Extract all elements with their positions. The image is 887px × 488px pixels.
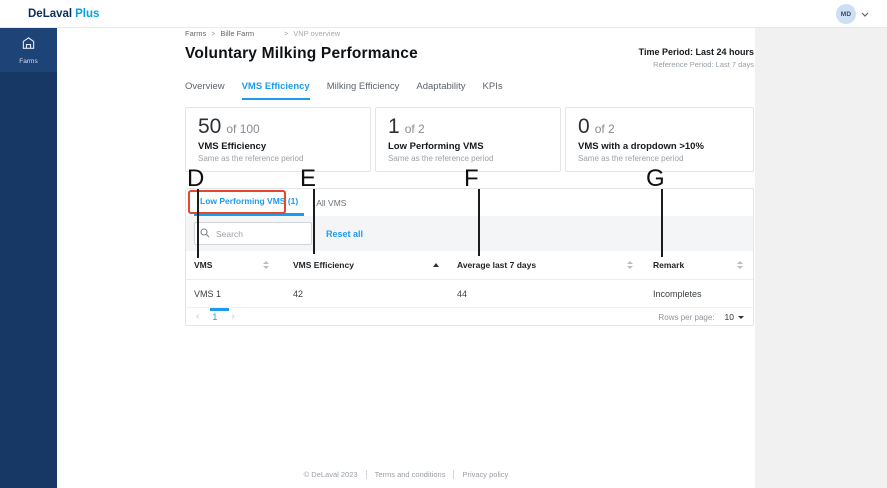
cell-vms: VMS 1 — [194, 288, 222, 299]
tab-vms-efficiency[interactable]: VMS Efficiency — [241, 81, 310, 100]
sort-icon — [737, 261, 743, 269]
stat-value: 0 — [578, 115, 590, 138]
stat-value: 1 — [388, 115, 400, 138]
app-logo[interactable]: DeLaval Plus — [28, 8, 99, 20]
stat-of: of 100 — [226, 122, 260, 136]
rows-per-page-select[interactable]: 10 — [725, 312, 744, 322]
column-header-remark[interactable]: Remark — [653, 260, 745, 270]
stat-card-vms-efficiency: 50 of 100 VMS Efficiency Same as the ref… — [185, 107, 371, 172]
vms-table-card: Low Performing VMS (1) All VMS Reset all… — [185, 188, 754, 326]
terms-link[interactable]: Terms and conditions — [374, 470, 446, 479]
cell-remark: Incompletes — [653, 288, 702, 299]
annotation-line-e — [313, 189, 315, 254]
cell-vms-efficiency: 42 — [293, 288, 304, 299]
stat-card-dropdown: 0 of 2 VMS with a dropdown >10% Same as … — [565, 107, 754, 172]
stat-card-low-performing: 1 of 2 Low Performing VMS Same as the re… — [375, 107, 561, 172]
page-title: Voluntary Milking Performance — [185, 45, 418, 62]
breadcrumb-separator — [211, 29, 215, 38]
annotation-letter-f: F — [464, 165, 479, 192]
reference-period: Reference Period: Last 7 days — [653, 60, 754, 69]
stat-subtitle: Same as the reference period — [198, 154, 304, 163]
cell-average: 44 — [457, 288, 468, 299]
stat-label: Low Performing VMS — [388, 141, 484, 152]
search-box — [194, 222, 312, 245]
sidebar-item-label: Farms — [19, 57, 38, 65]
tab-adaptability[interactable]: Adaptability — [416, 81, 466, 92]
search-input[interactable] — [194, 222, 312, 245]
annotation-letter-g: G — [646, 165, 665, 192]
logo-delaval: DeLaval — [28, 8, 73, 20]
stat-cards: 50 of 100 VMS Efficiency Same as the ref… — [185, 107, 754, 172]
stat-of: of 2 — [594, 122, 615, 136]
stat-label: VMS Efficiency — [198, 141, 267, 152]
table-tab-low-performing-vms[interactable]: Low Performing VMS (1) — [194, 189, 305, 216]
top-header: DeLaval Plus MD — [0, 0, 887, 28]
search-icon — [200, 228, 210, 238]
rows-per-page-label: Rows per page: — [658, 312, 715, 322]
table-row[interactable]: VMS 1 42 44 Incompletes — [186, 280, 753, 308]
page-background-strip — [755, 28, 887, 488]
time-period: Time Period: Last 24 hours — [638, 47, 754, 57]
annotation-letter-d: D — [187, 165, 205, 192]
tab-overview[interactable]: Overview — [185, 81, 225, 92]
column-header-vms-efficiency[interactable]: VMS Efficiency — [293, 260, 457, 270]
page-tabs: Overview VMS Efficiency Milking Efficien… — [185, 81, 503, 100]
breadcrumb-bille-farm[interactable]: Bille Farm — [220, 29, 255, 38]
reset-all-button[interactable]: Reset all — [326, 228, 364, 239]
footer-divider — [365, 470, 367, 479]
current-page-indicator — [210, 308, 229, 311]
pagination: ‹ 1 › Rows per page: 10 — [186, 308, 753, 326]
sort-asc-icon — [433, 263, 439, 267]
sidebar-item-farms[interactable]: Farms — [0, 28, 57, 72]
page-footer: © DeLaval 2023 Terms and conditions Priv… — [57, 470, 755, 479]
tab-milking-efficiency[interactable]: Milking Efficiency — [326, 81, 400, 92]
column-header-vms[interactable]: VMS — [194, 260, 293, 270]
tab-kpis[interactable]: KPIs — [482, 81, 503, 92]
next-page-button[interactable]: › — [231, 311, 235, 322]
sort-icon — [263, 261, 269, 269]
annotation-letter-e: E — [300, 165, 317, 192]
rows-per-page: Rows per page: 10 — [658, 312, 744, 322]
annotation-line-f — [478, 189, 480, 256]
annotation-red-box — [188, 190, 286, 214]
caret-down-icon — [738, 315, 744, 319]
stat-of: of 2 — [404, 122, 425, 136]
table-header-row: VMS VMS Efficiency Average last 7 days R… — [186, 251, 753, 280]
time-period-block: Time Period: Last 24 hours Reference Per… — [639, 47, 754, 69]
privacy-link[interactable]: Privacy policy — [462, 470, 509, 479]
stat-subtitle: Same as the reference period — [578, 154, 684, 163]
annotation-line-d — [197, 189, 199, 258]
stat-value: 50 — [198, 115, 222, 138]
table-tab-all-vms[interactable]: All VMS — [316, 197, 347, 208]
breadcrumb: Farms Bille Farm VNP overview — [185, 29, 340, 38]
previous-page-button[interactable]: ‹ — [196, 311, 200, 322]
annotation-line-g — [661, 189, 663, 257]
column-header-average-last-7-days[interactable]: Average last 7 days — [457, 260, 653, 270]
logo-plus: Plus — [75, 8, 100, 20]
page-number[interactable]: 1 — [212, 312, 218, 322]
table-tabs: Low Performing VMS (1) All VMS — [186, 189, 753, 216]
avatar[interactable]: MD — [836, 4, 856, 24]
footer-divider — [453, 470, 455, 479]
stat-label: VMS with a dropdown >10% — [578, 141, 704, 152]
table-toolbar: Reset all — [186, 216, 753, 251]
copyright-text: © DeLaval 2023 — [303, 470, 358, 479]
farm-icon — [21, 36, 36, 55]
sort-icon — [627, 261, 633, 269]
chevron-down-icon[interactable] — [861, 12, 869, 17]
sidebar: Farms — [0, 28, 57, 488]
breadcrumb-separator — [284, 29, 288, 38]
stat-subtitle: Same as the reference period — [388, 154, 494, 163]
breadcrumb-vnp-overview: VNP overview — [293, 29, 341, 38]
breadcrumb-farms[interactable]: Farms — [185, 29, 207, 38]
